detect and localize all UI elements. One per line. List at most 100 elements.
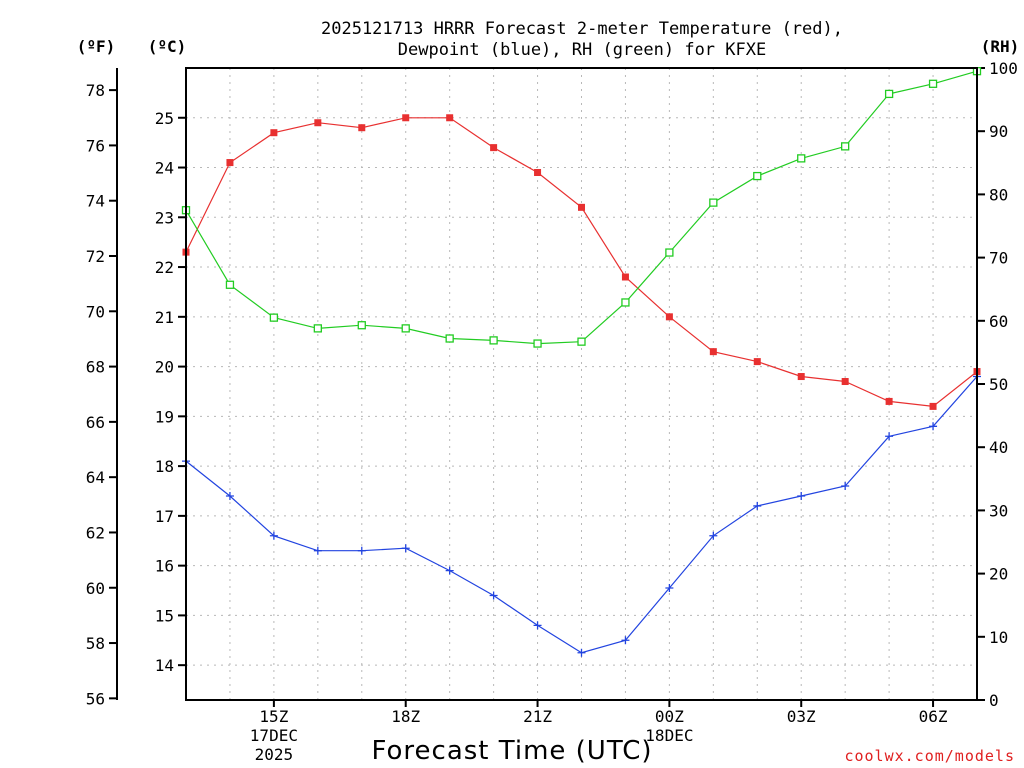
rh-tick-label: 0 bbox=[989, 691, 999, 710]
fahrenheit-tick-label: 56 bbox=[86, 689, 105, 708]
rh-point bbox=[797, 154, 806, 163]
rh-point bbox=[665, 248, 674, 257]
fahrenheit-tick-label: 72 bbox=[86, 247, 105, 266]
x-tick-label: 17DEC bbox=[250, 726, 298, 745]
rh-point bbox=[709, 198, 718, 207]
rh-point bbox=[357, 321, 366, 330]
rh-tick-label: 60 bbox=[989, 312, 1008, 331]
grid-lines bbox=[185, 68, 978, 700]
temperature-point bbox=[841, 378, 849, 386]
celsius-tick-label: 25 bbox=[155, 109, 174, 128]
fahrenheit-tick-label: 70 bbox=[86, 302, 105, 321]
x-tick-label: 2025 bbox=[255, 745, 294, 764]
dewpoint-point bbox=[357, 546, 366, 555]
temperature-point bbox=[621, 273, 629, 281]
temperature-point bbox=[358, 124, 366, 132]
celsius-tick-label: 20 bbox=[155, 358, 174, 377]
x-tick-label: 03Z bbox=[787, 707, 816, 726]
celsius-tick-label: 23 bbox=[155, 208, 174, 227]
x-tick-label: 00Z bbox=[655, 707, 684, 726]
x-tick-label: 18Z bbox=[391, 707, 420, 726]
dewpoint-point bbox=[401, 544, 410, 553]
celsius-tick-label: 17 bbox=[155, 507, 174, 526]
temperature-point bbox=[709, 348, 717, 356]
rh-tick-label: 80 bbox=[989, 185, 1008, 204]
temperature-point bbox=[797, 373, 805, 381]
fahrenheit-tick-label: 76 bbox=[86, 136, 105, 155]
fahrenheit-tick-label: 64 bbox=[86, 468, 105, 487]
dewpoint-line bbox=[185, 376, 978, 654]
rh-point bbox=[489, 336, 498, 345]
temperature-point bbox=[534, 169, 542, 177]
celsius-tick-label: 22 bbox=[155, 258, 174, 277]
dewpoint-point bbox=[445, 566, 454, 575]
rh-point bbox=[313, 324, 322, 333]
rh-point bbox=[269, 313, 279, 322]
rh-point bbox=[401, 324, 410, 333]
rh-tick-label: 70 bbox=[989, 249, 1008, 268]
dewpoint-point bbox=[533, 621, 542, 630]
fahrenheit-tick-label: 58 bbox=[86, 634, 105, 653]
rh-point bbox=[577, 337, 586, 346]
dewpoint-point bbox=[665, 584, 674, 593]
x-tick-label: 15Z bbox=[259, 707, 288, 726]
celsius-tick-label: 24 bbox=[155, 159, 174, 178]
fahrenheit-tick-label: 78 bbox=[86, 81, 105, 100]
rh-point bbox=[884, 89, 894, 99]
fahrenheit-tick-label: 74 bbox=[86, 192, 105, 211]
rh-tick-label: 40 bbox=[989, 438, 1008, 457]
rh-tick-label: 10 bbox=[989, 628, 1008, 647]
temperature-point bbox=[270, 129, 278, 137]
temperature-point bbox=[753, 358, 761, 366]
x-tick-label: 18DEC bbox=[645, 726, 693, 745]
temperature-point bbox=[226, 159, 234, 167]
rh-point bbox=[841, 142, 850, 151]
rh-point bbox=[225, 280, 235, 289]
celsius-tick-label: 14 bbox=[155, 656, 174, 675]
celsius-unit-label: (ºC) bbox=[148, 37, 187, 56]
chart-title-line-1: 2025121713 HRRR Forecast 2-meter Tempera… bbox=[321, 19, 843, 39]
temperature-point bbox=[929, 402, 937, 410]
rh-point bbox=[533, 339, 542, 348]
fahrenheit-tick-label: 68 bbox=[86, 358, 105, 377]
dewpoint-point bbox=[225, 491, 234, 500]
plot-frame bbox=[185, 67, 978, 701]
rh-point bbox=[928, 79, 938, 88]
fahrenheit-tick-label: 60 bbox=[86, 579, 105, 598]
dewpoint-point bbox=[489, 591, 498, 600]
rh-tick-label: 50 bbox=[989, 375, 1008, 394]
fahrenheit-unit-label: (ºF) bbox=[77, 37, 116, 56]
dewpoint-point bbox=[313, 546, 322, 555]
celsius-tick-label: 18 bbox=[155, 457, 174, 476]
dewpoint-point bbox=[929, 422, 938, 431]
dewpoint-point bbox=[753, 501, 762, 510]
dewpoint-point bbox=[841, 482, 850, 491]
temperature-point bbox=[446, 114, 454, 122]
site-credit: coolwx.com/models bbox=[844, 747, 1015, 765]
x-tick-label: 06Z bbox=[919, 707, 948, 726]
rh-unit-label: (RH) bbox=[981, 37, 1020, 56]
dewpoint-point bbox=[269, 531, 278, 540]
rh-point bbox=[621, 298, 630, 307]
dewpoint-point bbox=[709, 531, 718, 540]
rh-point bbox=[445, 334, 454, 343]
celsius-tick-label: 19 bbox=[155, 407, 174, 426]
temperature-point bbox=[665, 313, 673, 321]
dewpoint-point bbox=[797, 491, 806, 500]
dewpoint-point bbox=[577, 648, 586, 657]
temperature-point bbox=[402, 114, 410, 122]
rh-tick-label: 90 bbox=[989, 122, 1008, 141]
celsius-tick-label: 16 bbox=[155, 557, 174, 576]
x-axis-label: Forecast Time (UTC) bbox=[371, 736, 652, 766]
temperature-point bbox=[314, 119, 322, 127]
axes: 56 58 60 62 64 66 68 70 72 74 76 78 14 15 16 17 18 19 20 21… bbox=[86, 59, 1018, 764]
fahrenheit-tick-label: 62 bbox=[86, 523, 105, 542]
chart-title-line-2: Dewpoint (blue), RH (green) for KFXE bbox=[398, 40, 766, 60]
rh-tick-label: 30 bbox=[989, 501, 1008, 520]
temperature-point bbox=[578, 203, 585, 211]
temperature-point bbox=[885, 397, 893, 405]
rh-tick-label: 20 bbox=[989, 565, 1008, 584]
celsius-tick-label: 15 bbox=[155, 606, 174, 625]
dewpoint-point bbox=[885, 432, 894, 441]
celsius-tick-label: 21 bbox=[155, 308, 174, 327]
